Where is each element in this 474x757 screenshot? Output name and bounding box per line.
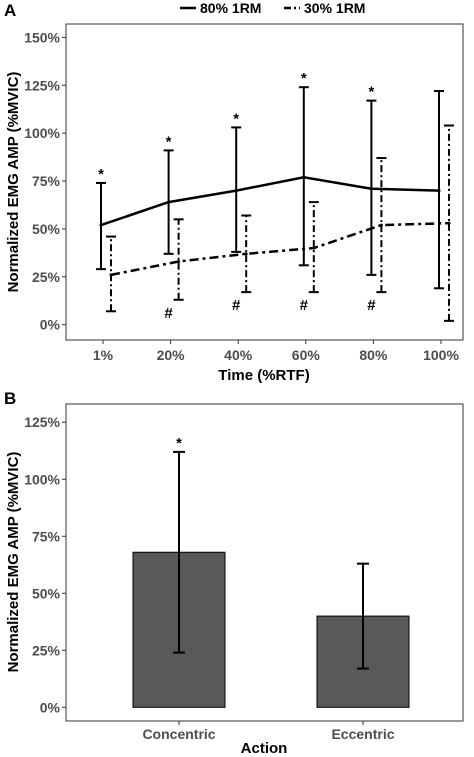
significance-hash: #: [232, 297, 241, 314]
y-tick-label: 25%: [32, 642, 61, 658]
series-line-80rm: [100, 175, 440, 227]
legend-label-80rm: 80% 1RM: [200, 0, 261, 16]
significance-hash: #: [367, 297, 376, 314]
panel-a-x-ticks: 1% 20% 40% 60% 80% 100%: [93, 340, 459, 363]
panel-b-y-axis-title: Normalized EMG AMP (%MVIC): [5, 452, 22, 673]
data-point: [244, 252, 248, 256]
data-point: [177, 259, 181, 263]
panel-b-x-ticks: Concentric Eccentric: [142, 721, 395, 742]
y-tick-label: 125%: [24, 77, 60, 93]
significance-asterisk: *: [301, 70, 307, 87]
data-point: [99, 223, 103, 227]
y-tick-label: 25%: [32, 269, 61, 285]
significance-hash: #: [164, 305, 173, 322]
data-point: [234, 189, 238, 193]
significance-asterisk: *: [98, 166, 104, 183]
y-tick-label: 50%: [32, 221, 61, 237]
y-tick-label: 0%: [40, 699, 61, 715]
y-tick-label: 75%: [32, 528, 61, 544]
significance-asterisk: *: [368, 84, 374, 101]
significance-hash: #: [300, 297, 309, 314]
y-tick-label: 100%: [24, 125, 60, 141]
panel-a-plot-area: [65, 23, 464, 341]
y-tick-label: 125%: [24, 414, 60, 430]
panel-a-y-axis-title: Normalized EMG AMP (%MVIC): [5, 72, 22, 293]
significance-asterisk: *: [176, 435, 182, 452]
panel-b-y-ticks: 0% 25% 50% 75% 100% 125%: [24, 414, 66, 715]
data-point: [312, 246, 316, 250]
panel-b-plot-area: [65, 403, 464, 722]
data-point: [379, 223, 383, 227]
significance-asterisk: *: [233, 110, 239, 127]
panel-b-x-axis-title: Action: [241, 740, 288, 757]
panel-a-y-ticks: 0% 25% 50% 75% 100% 125% 150%: [24, 29, 66, 333]
x-tick-label: 40%: [224, 347, 253, 363]
x-tick-label: 80%: [359, 347, 388, 363]
y-tick-label: 100%: [24, 471, 60, 487]
y-tick-label: 150%: [24, 29, 60, 45]
significance-asterisk: *: [166, 133, 172, 150]
x-tick-label: 1%: [93, 347, 114, 363]
legend-label-30rm: 30% 1RM: [304, 0, 365, 16]
y-tick-label: 75%: [32, 173, 61, 189]
y-tick-label: 50%: [32, 585, 61, 601]
panel-a-x-axis-title: Time (%RTF): [218, 367, 309, 384]
x-tick-label: Concentric: [142, 726, 215, 742]
y-tick-label: 0%: [40, 317, 61, 333]
panel-a-label: A: [4, 1, 16, 20]
data-point: [302, 175, 306, 179]
panel-a-marks: * * * * * # # # #: [96, 70, 454, 322]
data-point: [369, 187, 373, 191]
x-tick-label: 60%: [292, 347, 321, 363]
data-point: [167, 200, 171, 204]
x-tick-label: Eccentric: [331, 726, 394, 742]
x-tick-label: 100%: [423, 347, 459, 363]
series-line-30rm: [110, 221, 450, 277]
data-point: [447, 221, 451, 225]
data-point: [109, 273, 113, 277]
panel-b-marks: *: [132, 435, 410, 708]
data-point: [437, 189, 441, 193]
panel-b-label: B: [4, 389, 16, 408]
legend: 80% 1RM 30% 1RM: [180, 0, 365, 16]
x-tick-label: 20%: [157, 347, 186, 363]
